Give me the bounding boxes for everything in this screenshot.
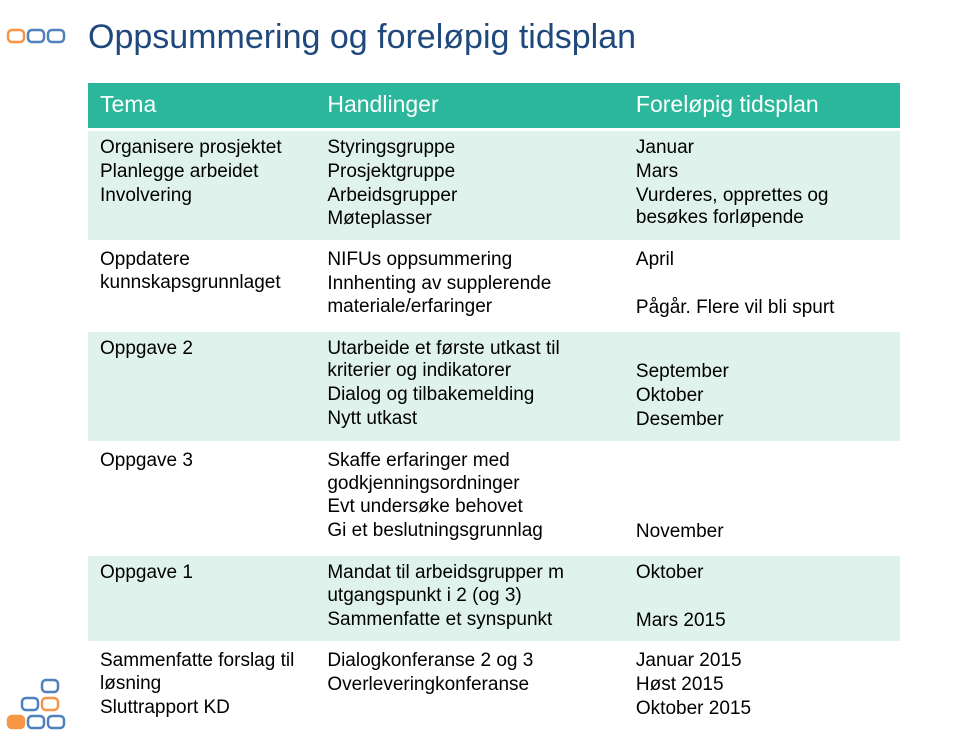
cell-line: Pågår. Flere vil bli spurt (636, 297, 888, 320)
cell-handlinger: Mandat til arbeidsgrupper m utgangspunkt… (315, 554, 624, 642)
cell-line: Styringsgruppe (327, 137, 612, 160)
cell-line: Oppgave 1 (100, 562, 303, 585)
cell-line: September (636, 361, 888, 384)
cell-line (636, 497, 888, 520)
cell-line: Desember (636, 409, 888, 432)
cell-line: Mars (636, 161, 888, 184)
cell-line: NIFUs oppsummering (327, 249, 612, 272)
cell-tema: Oppgave 2 (88, 330, 315, 442)
cell-line: Dialog og tilbakemelding (327, 384, 612, 407)
cell-handlinger: Skaffe erfaringer med godkjenningsordnin… (315, 442, 624, 554)
cell-tidsplan: Januar 2015Høst 2015Oktober 2015 (624, 643, 900, 731)
cell-line (636, 450, 888, 473)
cell-line: Sammenfatte forslag til løsning (100, 650, 303, 696)
cell-line: Dialogkonferanse 2 og 3 (327, 650, 612, 673)
cell-line: Evt undersøke behovet (327, 496, 612, 519)
cell-line: Oppdatere kunnskapsgrunnlaget (100, 249, 303, 295)
cell-line: April (636, 249, 888, 272)
cell-tidsplan: SeptemberOktoberDesember (624, 330, 900, 442)
cell-tema: Sammenfatte forslag til løsningSluttrapp… (88, 643, 315, 731)
table-row: Oppgave 1 Mandat til arbeidsgrupper m utg… (88, 554, 900, 642)
cell-line: Skaffe erfaringer med godkjenningsordnin… (327, 450, 612, 496)
cell-line: Sluttrapport KD (100, 697, 303, 720)
table-row: Oppdatere kunnskapsgrunnlaget NIFUs oppsu… (88, 242, 900, 330)
cell-line (636, 273, 888, 296)
table-row: Organisere prosjektetPlanlegge arbeidetI… (88, 130, 900, 242)
col-header-tidsplan: Foreløpig tidsplan (624, 83, 900, 130)
plan-table: Tema Handlinger Foreløpig tidsplan Organ… (88, 83, 900, 733)
cell-handlinger: Utarbeide et første utkast til kriterier… (315, 330, 624, 442)
cell-line: Mandat til arbeidsgrupper m utgangspunkt… (327, 562, 612, 608)
cell-tidsplan: JanuarMarsVurderes, opprettes og besøkes… (624, 130, 900, 242)
cell-line: Januar (636, 137, 888, 160)
page-title: Oppsummering og foreløpig tidsplan (88, 18, 900, 57)
cell-line: Oppgave 3 (100, 450, 303, 473)
cell-line: Oktober 2015 (636, 698, 888, 721)
cell-line (636, 586, 888, 609)
cell-tema: Oppgave 1 (88, 554, 315, 642)
cell-tema: Oppdatere kunnskapsgrunnlaget (88, 242, 315, 330)
table-row: Sammenfatte forslag til løsningSluttrapp… (88, 643, 900, 731)
cell-line: Januar 2015 (636, 650, 888, 673)
cell-line: Planlegge arbeidet (100, 161, 303, 184)
table-row: Oppgave 2 Utarbeide et første utkast til … (88, 330, 900, 442)
corner-decoration-bottom-icon (6, 678, 76, 738)
cell-line: Utarbeide et første utkast til kriterier… (327, 338, 612, 384)
cell-line: Oktober (636, 385, 888, 408)
col-header-handlinger: Handlinger (315, 83, 624, 130)
cell-line: Innhenting av supplerende materiale/erfa… (327, 273, 612, 319)
cell-line: Involvering (100, 185, 303, 208)
cell-line: Gi et beslutningsgrunnlag (327, 520, 612, 543)
slide: Oppsummering og foreløpig tidsplan Tema … (0, 0, 960, 748)
corner-decoration-top-icon (6, 26, 76, 48)
cell-line: Møteplasser (327, 208, 612, 231)
cell-line: Arbeidsgrupper (327, 185, 612, 208)
cell-tidsplan: November (624, 442, 900, 554)
cell-line: Mars 2015 (636, 610, 888, 633)
table-row: Oppgave 3 Skaffe erfaringer med godkjenni… (88, 442, 900, 554)
cell-handlinger: NIFUs oppsummeringInnhenting av supplere… (315, 242, 624, 330)
cell-tidsplan: Oktober Mars 2015 (624, 554, 900, 642)
cell-line: Nytt utkast (327, 408, 612, 431)
cell-line: Høst 2015 (636, 674, 888, 697)
cell-line: Overleveringkonferanse (327, 674, 612, 697)
cell-line (636, 338, 888, 361)
table-header-row: Tema Handlinger Foreløpig tidsplan (88, 83, 900, 130)
cell-line: Prosjektgruppe (327, 161, 612, 184)
cell-line: Vurderes, opprettes og besøkes forløpend… (636, 185, 888, 231)
cell-line: Oktober (636, 562, 888, 585)
cell-handlinger: Dialogkonferanse 2 og 3Overleveringkonfe… (315, 643, 624, 731)
cell-line: Sammenfatte et synspunkt (327, 609, 612, 632)
cell-tema: Oppgave 3 (88, 442, 315, 554)
cell-handlinger: StyringsgruppeProsjektgruppeArbeidsgrupp… (315, 130, 624, 242)
cell-line (636, 474, 888, 497)
cell-line: Oppgave 2 (100, 338, 303, 361)
cell-line: Organisere prosjektet (100, 137, 303, 160)
cell-line: November (636, 521, 888, 544)
cell-tema: Organisere prosjektetPlanlegge arbeidetI… (88, 130, 315, 242)
cell-tidsplan: April Pågår. Flere vil bli spurt (624, 242, 900, 330)
col-header-tema: Tema (88, 83, 315, 130)
